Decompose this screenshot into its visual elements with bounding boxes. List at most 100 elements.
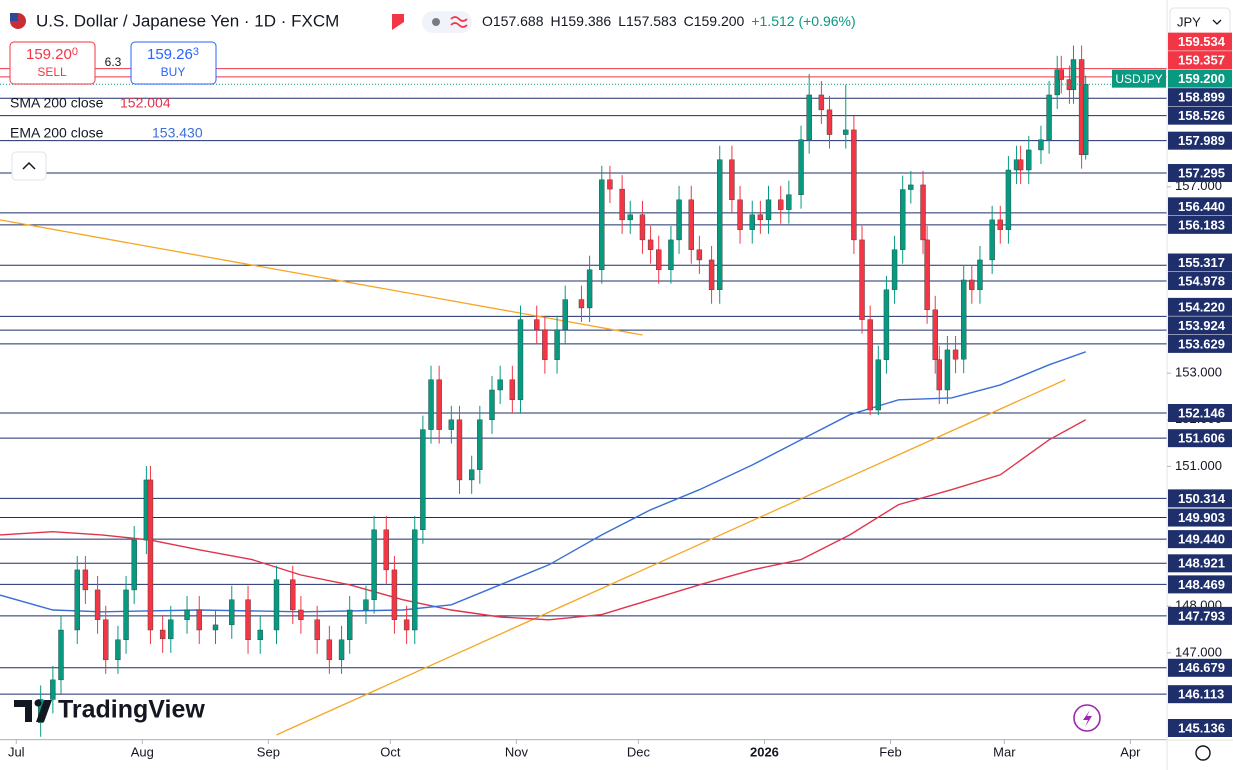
- candle-body: [656, 249, 662, 270]
- candle-body: [599, 179, 605, 270]
- ohlc-item: +1.512 (+0.96%): [751, 13, 855, 29]
- candle-body: [314, 619, 320, 640]
- candle-body: [1082, 84, 1089, 155]
- level-label: 153.924: [1178, 318, 1226, 333]
- level-label: 151.606: [1178, 431, 1225, 446]
- collapse-button[interactable]: [11, 151, 47, 181]
- candle-body: [717, 159, 723, 290]
- candle-body: [196, 609, 202, 631]
- candle-body: [989, 219, 995, 261]
- candle-body: [798, 139, 804, 195]
- candle-body: [867, 319, 873, 411]
- price-axis: 147.000148.000151.000152.000153.000157.0…: [1112, 32, 1232, 737]
- logo-mark: [34, 699, 42, 707]
- buy-button[interactable]: [130, 41, 217, 85]
- candle-body: [696, 249, 703, 261]
- y-tick-label: 153.000: [1175, 365, 1222, 380]
- candle-body: [1017, 159, 1024, 171]
- level-tag: [1168, 131, 1232, 150]
- candle-body: [969, 279, 975, 290]
- candle-body: [586, 269, 593, 309]
- level-tag: [1168, 606, 1232, 625]
- candle-body: [82, 569, 89, 591]
- alert-icon-bolt: [1083, 710, 1092, 727]
- sell-price-main: 159.20: [26, 46, 72, 63]
- candle-body: [936, 359, 942, 391]
- x-tick-label: Feb: [879, 744, 901, 759]
- level-label: 154.220: [1178, 299, 1225, 314]
- candle-body: [627, 214, 633, 221]
- candle-body: [619, 188, 625, 221]
- candle-body: [412, 529, 418, 631]
- candle-body: [326, 639, 333, 661]
- legend-value: 153.430: [152, 125, 203, 141]
- level-tag: [1168, 530, 1232, 549]
- collapse-icon: [22, 161, 36, 170]
- level-label: 147.793: [1178, 608, 1225, 623]
- x-tick-label: Mar: [993, 744, 1016, 759]
- candle-body: [843, 129, 849, 135]
- compare-pill[interactable]: [422, 11, 472, 33]
- candle-body: [607, 179, 613, 190]
- candle-body: [826, 109, 833, 135]
- sell-price: 159.200: [26, 46, 78, 63]
- candle-body: [908, 184, 914, 190]
- candle-body: [729, 159, 735, 201]
- candle-body: [1070, 59, 1077, 91]
- level-label: 159.357: [1178, 53, 1225, 68]
- candle-body: [859, 239, 865, 320]
- candle-body: [290, 579, 296, 611]
- candle-body: [891, 249, 898, 290]
- candle-body: [932, 309, 938, 360]
- candle-body: [338, 639, 345, 661]
- candle-body: [818, 94, 825, 111]
- candle-body: [371, 529, 377, 600]
- level-tag: [1168, 272, 1232, 291]
- ohlc-item: H159.386: [551, 13, 612, 29]
- level-label: 156.440: [1178, 199, 1225, 214]
- candle-body: [952, 349, 959, 360]
- buy-price: 159.263: [147, 46, 199, 63]
- candle-body: [428, 379, 434, 430]
- candle-body: [920, 184, 926, 241]
- level-label: 159.534: [1178, 34, 1226, 49]
- x-tick-label: 2026: [750, 744, 779, 759]
- settings-icon[interactable]: [1195, 745, 1211, 761]
- sell-button[interactable]: [9, 41, 96, 85]
- candle-body: [883, 289, 890, 360]
- candle-body: [1058, 69, 1064, 80]
- level-tag: [1168, 685, 1232, 704]
- ohlc-values: O157.688 H159.386 L157.583 C159.200 +1.512 (…: [482, 13, 856, 29]
- level-tag: [1168, 253, 1232, 272]
- legend-value: 152.004: [120, 95, 171, 111]
- level-label: 154.978: [1178, 273, 1225, 288]
- ohlc-item: C159.200: [684, 13, 745, 29]
- legend-name: EMA 200 close: [10, 125, 104, 141]
- symbol-label: USDJPY: [1115, 72, 1162, 86]
- candle-body: [639, 214, 646, 241]
- candle-body: [448, 419, 455, 430]
- logo-mark: [36, 700, 52, 722]
- candle-body: [468, 469, 475, 481]
- level-tag: [1168, 404, 1232, 423]
- plot-area: [0, 45, 1167, 740]
- candle-body: [708, 259, 715, 290]
- candle-body: [212, 624, 219, 631]
- candle-body: [103, 619, 109, 661]
- level-label: 150.314: [1178, 491, 1226, 506]
- candle-body: [757, 214, 764, 221]
- candle-body: [875, 359, 881, 411]
- level-tag: [1168, 719, 1232, 737]
- legend-name: SMA 200 close: [10, 95, 104, 111]
- x-tick-label: Oct: [380, 744, 401, 759]
- candle-body: [363, 599, 369, 611]
- candle-body: [159, 629, 166, 640]
- flag-button[interactable]: [392, 14, 404, 30]
- candle-body: [403, 619, 410, 631]
- candle-body: [647, 239, 654, 250]
- ohlc-item: L157.583: [618, 13, 677, 29]
- level-tag: [1168, 316, 1232, 335]
- alert-icon[interactable]: [1073, 704, 1101, 732]
